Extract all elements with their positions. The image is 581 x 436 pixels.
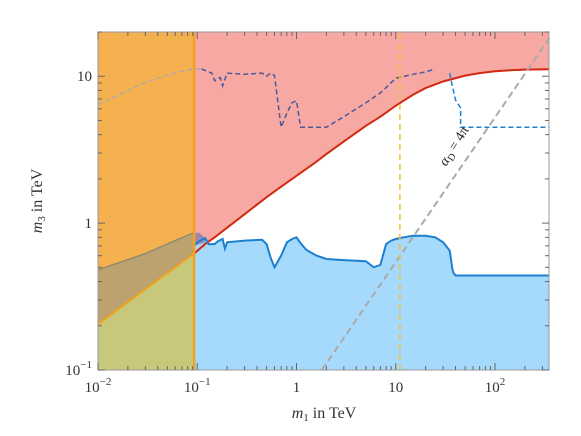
plot-frame [97,31,550,371]
x-axis-title: m1 in TeV [292,405,357,424]
gray-dashed-diagonal [320,38,549,370]
x-tick-label: 10−1 [184,376,211,396]
y-tick-label: 10 [77,69,92,85]
gray-dashed-curve [98,68,202,106]
alpha-d-annotation: αD = 4π [437,124,475,170]
red-region [194,32,549,254]
orange-curve-line [98,252,195,326]
blue-dashed-curve [448,72,549,128]
blue-boundary-line [193,234,549,277]
alpha-d-label: αD = 4π [437,124,475,170]
chart-ticks [97,31,549,371]
overlap-boundary-line [98,232,195,271]
y-tick-label: 10−1 [65,359,92,379]
y-tick-label: 1 [85,216,93,232]
olive-region-overlap [98,232,195,325]
olive-region-lower [98,253,195,370]
purple-dashed-curve [201,68,436,131]
x-tick-label: 1 [293,380,301,396]
x-tick-label: 10−2 [85,376,112,396]
x-tick-label: 10 [388,380,403,396]
chart-regions [98,32,549,370]
blue-region [194,235,549,370]
x-tick-label: 102 [485,376,506,396]
red-boundary-line [193,68,549,255]
chart-lines [98,32,549,370]
y-axis-title: m3 in TeV [29,168,48,233]
